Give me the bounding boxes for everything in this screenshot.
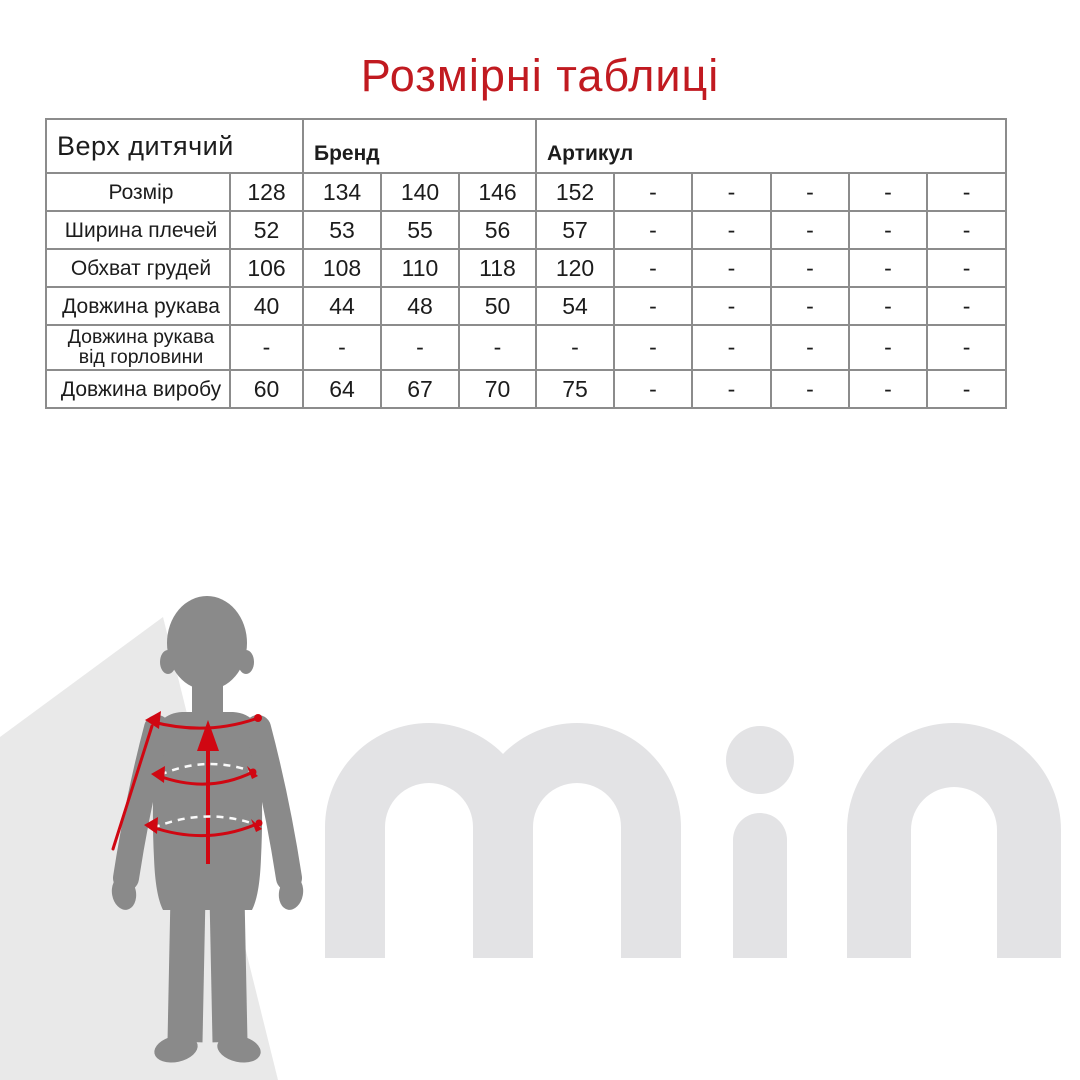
table-row: Розмір 128 134 140 146 152- - - - -: [45, 172, 1008, 212]
value-cell: -: [691, 248, 773, 288]
value-cell: 106: [228, 248, 305, 288]
value-cell: -: [691, 210, 773, 250]
value-cell: 60: [228, 369, 305, 409]
table-row: Довжина виробу 60 64 67 70 75- - - - -: [45, 369, 1008, 409]
measurement-arrows-icon: [111, 711, 263, 864]
value-cell: 56: [458, 210, 538, 250]
value-cell: 52: [228, 210, 305, 250]
value-cell: 134: [302, 172, 383, 212]
value-cell: -: [770, 172, 851, 212]
value-cell: -: [613, 369, 694, 409]
value-cell: -: [848, 369, 929, 409]
value-cell: -: [535, 324, 616, 371]
value-cell: -: [848, 210, 929, 250]
value-cell: -: [613, 286, 694, 326]
value-cell: 48: [380, 286, 461, 326]
value-cell: -: [848, 324, 929, 371]
value-cell: -: [926, 369, 1008, 409]
group-header-article: Артикул: [535, 118, 1008, 174]
table-row: Довжина рукава 40 44 48 50 54- - - - -: [45, 286, 1008, 326]
value-cell: 152: [535, 172, 616, 212]
child-silhouette-icon: [111, 596, 304, 1063]
value-cell: -: [613, 172, 694, 212]
value-cell: -: [770, 286, 851, 326]
value-cell: 110: [380, 248, 461, 288]
value-cell: -: [770, 369, 851, 409]
value-cell: -: [302, 324, 383, 371]
value-cell: -: [926, 210, 1008, 250]
table-row: Обхват грудей 106 108 110 118 120- - - - -: [45, 248, 1008, 288]
value-cell: 40: [228, 286, 305, 326]
value-cell: -: [613, 210, 694, 250]
value-cell: 55: [380, 210, 461, 250]
value-cell: 53: [302, 210, 383, 250]
table-group-header-row: Верх дитячий Бренд Артикул: [44, 118, 1008, 174]
value-cell: 70: [458, 369, 538, 409]
value-cell: 128: [228, 172, 305, 212]
value-cell: -: [613, 248, 694, 288]
table-row: Довжина рукава від горловини - - - - - - - - - -: [45, 324, 1008, 371]
table-row: Ширина плечей 52 53 55 56 57- - - - -: [45, 210, 1008, 250]
value-cell: -: [926, 324, 1008, 371]
value-cell: 108: [302, 248, 383, 288]
value-cell: 146: [458, 172, 538, 212]
value-cell: -: [691, 286, 773, 326]
value-cell: 118: [458, 248, 538, 288]
value-cell: -: [848, 172, 929, 212]
brand-watermark: [325, 723, 1061, 958]
value-cell: -: [691, 369, 773, 409]
value-cell: -: [926, 286, 1008, 326]
value-cell: 120: [535, 248, 616, 288]
value-cell: 44: [302, 286, 383, 326]
value-cell: 140: [380, 172, 461, 212]
value-cell: -: [770, 248, 851, 288]
row-label: Обхват грудей: [45, 248, 231, 288]
row-label: Довжина рукава: [45, 286, 231, 326]
row-label: Довжина рукава від горловини: [45, 324, 231, 371]
row-label: Розмір: [45, 172, 231, 212]
value-cell: 50: [458, 286, 538, 326]
value-cell: -: [848, 286, 929, 326]
value-cell: -: [691, 172, 773, 212]
value-cell: -: [926, 172, 1008, 212]
value-cell: 64: [302, 369, 383, 409]
value-cell: 57: [535, 210, 616, 250]
value-cell: -: [848, 248, 929, 288]
size-table: Верх дитячий Бренд Артикул Розмір 128 134 1…: [44, 118, 1008, 409]
row-label: Ширина плечей: [45, 210, 231, 250]
group-header-top: Верх дитячий: [44, 118, 305, 174]
value-cell: 67: [380, 369, 461, 409]
value-cell: -: [228, 324, 305, 371]
value-cell: 54: [535, 286, 616, 326]
value-cell: -: [458, 324, 538, 371]
value-cell: -: [770, 210, 851, 250]
value-cell: -: [770, 324, 851, 371]
value-cell: -: [613, 324, 694, 371]
group-header-brand: Бренд: [302, 118, 538, 174]
value-cell: 75: [535, 369, 616, 409]
row-label: Довжина виробу: [45, 369, 231, 409]
value-cell: -: [926, 248, 1008, 288]
value-cell: -: [691, 324, 773, 371]
value-cell: -: [380, 324, 461, 371]
page-title: Розмірні таблиці: [360, 50, 720, 101]
